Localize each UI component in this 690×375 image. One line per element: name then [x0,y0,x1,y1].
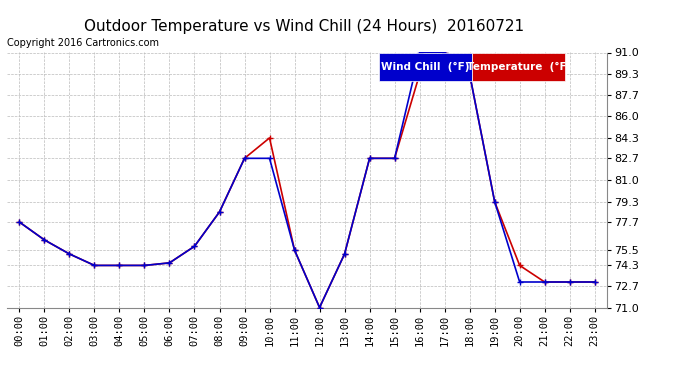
Text: Temperature  (°F): Temperature (°F) [466,62,571,72]
Text: Copyright 2016 Cartronics.com: Copyright 2016 Cartronics.com [7,38,159,48]
Text: Wind Chill  (°F): Wind Chill (°F) [382,62,470,72]
Text: Outdoor Temperature vs Wind Chill (24 Hours)  20160721: Outdoor Temperature vs Wind Chill (24 Ho… [83,19,524,34]
